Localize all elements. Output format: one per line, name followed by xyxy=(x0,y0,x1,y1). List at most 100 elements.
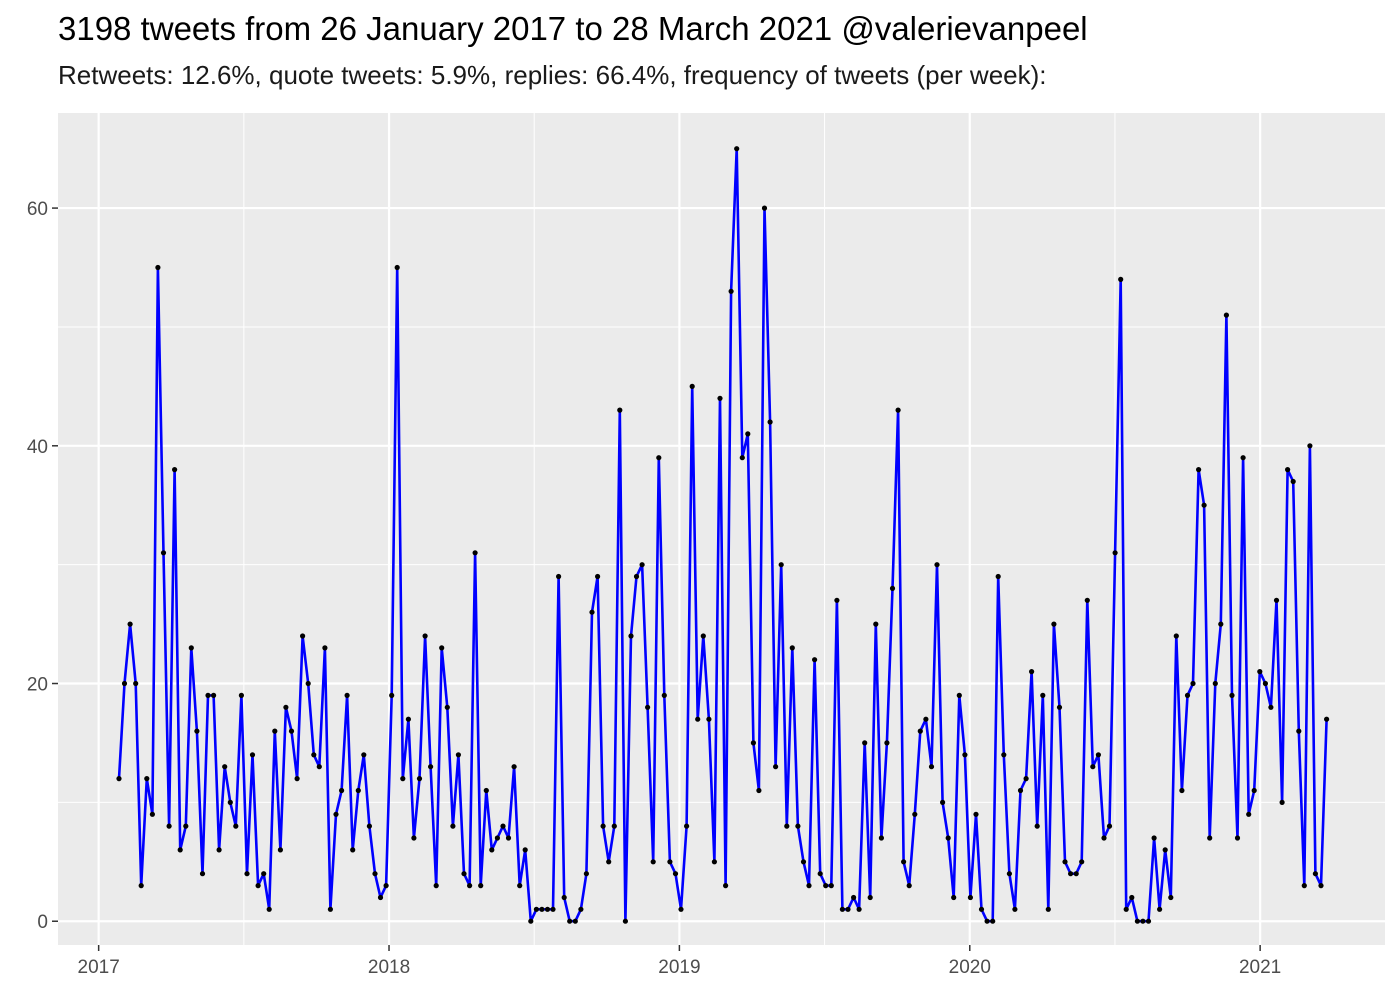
data-point xyxy=(1040,692,1046,699)
data-point xyxy=(1068,871,1074,877)
data-point xyxy=(366,823,372,829)
data-point xyxy=(383,883,389,889)
data-point xyxy=(862,740,868,746)
data-point xyxy=(650,859,656,865)
data-point xyxy=(851,894,857,901)
data-point xyxy=(400,776,406,782)
data-point xyxy=(339,787,345,794)
data-point xyxy=(706,716,712,722)
data-point xyxy=(483,787,489,794)
data-point xyxy=(767,419,773,425)
data-point xyxy=(439,645,445,651)
data-point xyxy=(500,823,506,829)
data-point xyxy=(873,621,879,627)
data-point xyxy=(533,906,540,912)
data-point xyxy=(606,859,612,865)
data-point xyxy=(539,906,545,912)
data-point xyxy=(1129,894,1135,901)
data-point xyxy=(1312,871,1318,877)
data-point xyxy=(1073,871,1079,877)
data-point xyxy=(1324,716,1330,722)
data-point xyxy=(734,146,740,152)
data-point xyxy=(956,692,962,699)
data-point xyxy=(1101,835,1107,841)
data-point xyxy=(795,823,801,829)
data-point xyxy=(416,776,423,782)
data-point xyxy=(389,692,395,699)
data-point xyxy=(305,680,311,687)
data-point xyxy=(784,823,790,829)
data-point xyxy=(717,395,723,401)
data-point xyxy=(1006,871,1013,877)
data-point xyxy=(572,918,578,924)
data-point xyxy=(1045,906,1051,912)
data-point xyxy=(1134,918,1140,924)
data-point xyxy=(945,835,951,841)
data-point xyxy=(967,894,974,901)
data-point xyxy=(172,467,178,473)
data-point xyxy=(138,883,144,889)
data-point xyxy=(249,752,256,758)
data-point xyxy=(144,776,150,782)
data-point xyxy=(1229,692,1235,699)
data-point xyxy=(422,633,428,639)
data-point xyxy=(878,835,885,841)
data-point xyxy=(160,550,167,556)
data-point xyxy=(294,776,300,782)
x-tick-label: 2019 xyxy=(658,957,700,978)
data-point xyxy=(261,871,267,877)
data-point xyxy=(244,871,250,877)
data-point xyxy=(1223,312,1229,318)
data-point xyxy=(1212,680,1218,687)
data-point xyxy=(1246,811,1252,817)
data-point xyxy=(789,645,795,651)
data-point xyxy=(583,871,590,877)
data-point xyxy=(1157,906,1163,912)
data-point xyxy=(1179,787,1185,794)
data-point xyxy=(617,407,623,413)
data-point xyxy=(428,764,434,770)
data-point xyxy=(472,550,478,556)
data-point xyxy=(823,883,829,889)
data-point xyxy=(834,597,840,603)
data-point xyxy=(684,823,690,829)
data-point xyxy=(350,847,356,853)
data-point xyxy=(990,918,996,924)
data-point xyxy=(645,704,651,710)
data-point xyxy=(1257,669,1263,675)
y-tick-label: 20 xyxy=(27,675,48,696)
data-point xyxy=(433,883,439,889)
data-point xyxy=(155,264,161,271)
data-point xyxy=(901,859,907,865)
data-point xyxy=(633,573,640,580)
x-tick-label: 2017 xyxy=(78,957,120,978)
data-point xyxy=(761,205,768,211)
data-point xyxy=(1285,467,1291,473)
data-point xyxy=(1090,764,1096,770)
data-point xyxy=(622,918,629,924)
data-point xyxy=(756,787,762,794)
data-point xyxy=(255,883,261,889)
data-point xyxy=(934,562,940,568)
data-point xyxy=(511,764,517,770)
data-point xyxy=(567,918,573,924)
data-point xyxy=(589,609,595,615)
data-point xyxy=(656,455,662,461)
data-point xyxy=(121,680,128,687)
x-tick-label: 2020 xyxy=(949,957,991,978)
data-point xyxy=(405,716,411,722)
data-point xyxy=(1151,835,1157,841)
x-tick-label: 2018 xyxy=(368,957,410,978)
data-point xyxy=(205,692,211,699)
data-point xyxy=(1084,597,1090,603)
data-point xyxy=(728,288,734,294)
data-point xyxy=(817,871,823,877)
data-point xyxy=(1162,847,1168,853)
data-point xyxy=(611,823,617,829)
data-point xyxy=(828,883,834,889)
data-point xyxy=(133,680,139,687)
data-point xyxy=(517,883,523,889)
data-point xyxy=(1307,443,1313,449)
data-point xyxy=(973,811,979,817)
